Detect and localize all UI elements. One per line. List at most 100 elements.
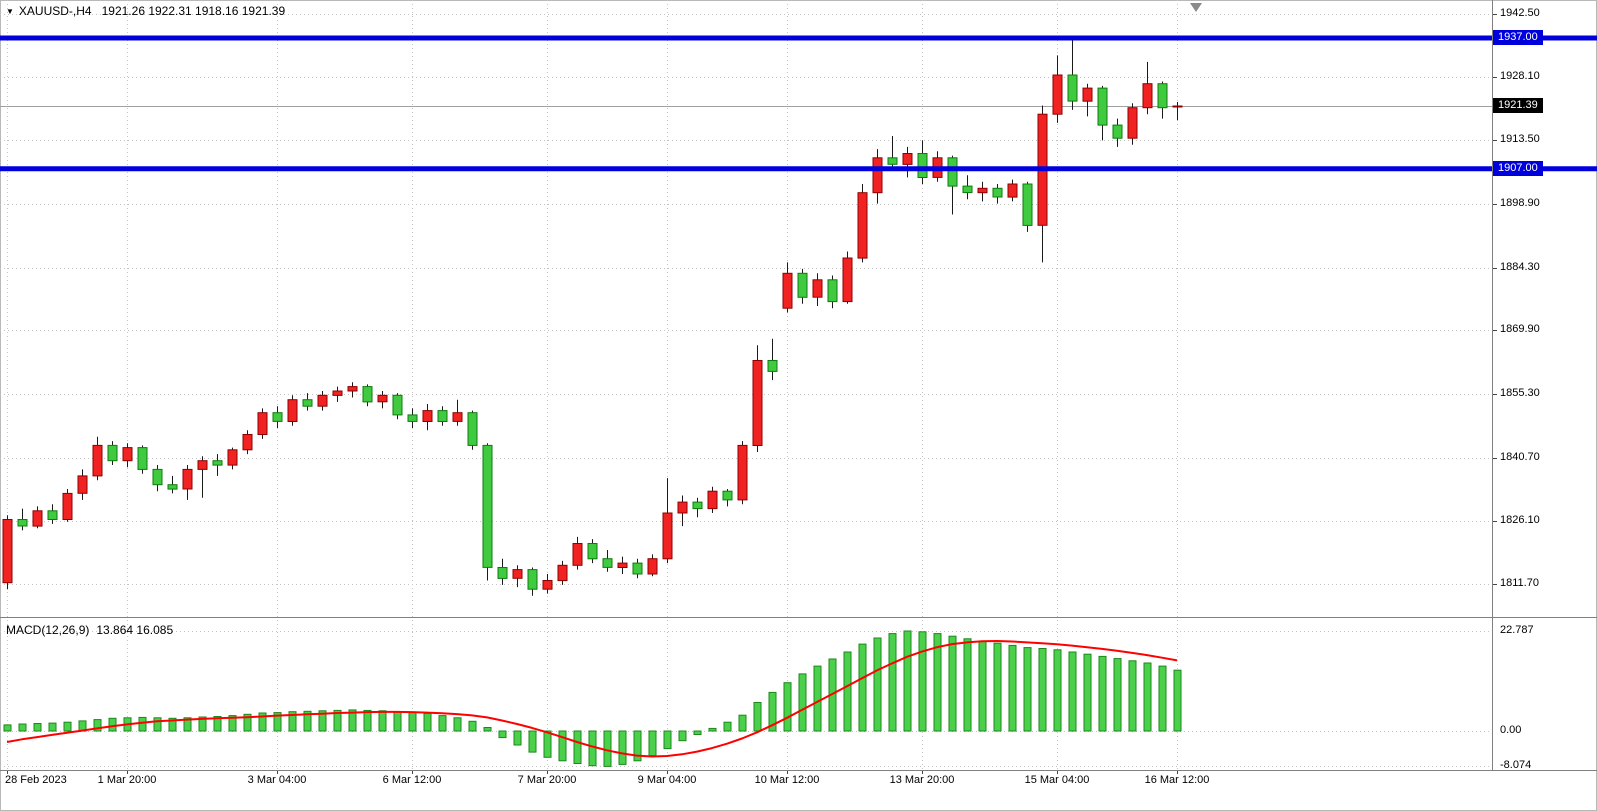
- candle-body-up: [77, 475, 88, 494]
- candle-body-down: [407, 414, 418, 422]
- candle: [512, 565, 523, 588]
- candle-body-up: [122, 447, 133, 462]
- candle-body-down: [497, 567, 508, 579]
- candle: [782, 262, 793, 313]
- candle-body-down: [962, 185, 973, 194]
- macd-histogram-bar: [363, 709, 372, 732]
- candle-body-up: [902, 153, 913, 165]
- candle: [347, 382, 358, 398]
- macd-histogram-bar: [258, 712, 267, 732]
- candle-body-down: [1022, 183, 1033, 226]
- candle-body-up: [1052, 74, 1063, 115]
- macd-histogram-bar: [993, 642, 1002, 732]
- macd-histogram-bar: [243, 713, 252, 732]
- candle: [227, 447, 238, 470]
- candle: [1112, 118, 1123, 147]
- candle: [287, 395, 298, 426]
- macd-histogram-bar: [1053, 649, 1062, 732]
- candle-body-down: [137, 447, 148, 470]
- macd-histogram-bar: [783, 682, 792, 732]
- macd-histogram-bar: [633, 730, 642, 762]
- candle-body-up: [92, 444, 103, 477]
- candle-body-up: [1142, 83, 1153, 109]
- macd-histogram-bar: [813, 665, 822, 732]
- candle: [857, 184, 868, 263]
- macd-histogram-bar: [168, 717, 177, 732]
- candle-body-down: [947, 157, 958, 187]
- candle-body-up: [377, 394, 388, 403]
- macd-histogram-bar: [1008, 644, 1017, 732]
- macd-histogram-bar: [753, 702, 762, 732]
- candle-body-down: [17, 519, 28, 527]
- macd-histogram-bar: [588, 730, 597, 767]
- candle-body-up: [197, 460, 208, 470]
- candle-body-down: [587, 543, 598, 560]
- candle-body-up: [662, 512, 673, 560]
- candle-body-up: [332, 390, 343, 396]
- macd-histogram-bar: [558, 730, 567, 762]
- candle: [332, 386, 343, 402]
- candle: [392, 393, 403, 420]
- candle-body-down: [107, 444, 118, 462]
- macd-signal-line: [6, 640, 1178, 758]
- candle: [1022, 181, 1033, 232]
- candle-body-up: [512, 569, 523, 579]
- candle-body-up: [182, 468, 193, 490]
- candle-body-down: [362, 386, 373, 403]
- macd-histogram-bar: [618, 730, 627, 765]
- macd-histogram-bar: [888, 633, 897, 732]
- macd-histogram-bar: [63, 721, 72, 732]
- candle: [437, 406, 448, 426]
- candle: [1157, 81, 1168, 119]
- candle-body-down: [167, 484, 178, 490]
- macd-histogram-bar: [513, 730, 522, 746]
- candle: [917, 140, 928, 184]
- candle-body-up: [287, 399, 298, 423]
- candle-body-up: [452, 412, 463, 422]
- candle-body-down: [482, 444, 493, 568]
- macd-histogram-bar: [33, 723, 42, 732]
- macd-histogram-bar: [978, 640, 987, 732]
- macd-histogram-bar: [1098, 655, 1107, 732]
- macd-histogram-bar: [693, 730, 702, 735]
- candle: [1082, 83, 1093, 117]
- candle: [587, 539, 598, 564]
- macd-histogram-bar: [393, 711, 402, 732]
- candle-body-down: [437, 410, 448, 423]
- candle: [257, 408, 268, 439]
- candle-body-up: [2, 519, 13, 584]
- candle-body-down: [302, 399, 313, 407]
- candle-body-up: [1082, 87, 1093, 102]
- candle: [107, 441, 118, 465]
- candle-body-up: [32, 510, 43, 527]
- candle: [617, 556, 628, 574]
- candle: [977, 181, 988, 202]
- macd-histogram-bar: [333, 709, 342, 732]
- candle-body-up: [227, 449, 238, 466]
- candle: [92, 436, 103, 481]
- candle-body-up: [617, 562, 628, 568]
- candle: [1142, 61, 1153, 115]
- candle-body-down: [1097, 87, 1108, 126]
- macd-histogram-bar: [1038, 648, 1047, 732]
- macd-histogram-bar: [678, 730, 687, 742]
- candle-body-down: [632, 562, 643, 575]
- candle-body-up: [242, 434, 253, 451]
- macd-histogram-bar: [498, 730, 507, 739]
- macd-histogram-bar: [288, 711, 297, 732]
- candle: [902, 146, 913, 178]
- macd-histogram-bar: [903, 630, 912, 732]
- macd-histogram-bar: [108, 717, 117, 732]
- candle: [272, 406, 283, 428]
- candle-body-up: [317, 394, 328, 407]
- candle: [947, 155, 958, 215]
- candle: [527, 567, 538, 596]
- macd-histogram-bar: [918, 631, 927, 732]
- candle: [827, 275, 838, 309]
- candle: [47, 504, 58, 524]
- macd-histogram-bar: [933, 633, 942, 732]
- macd-histogram-bar: [873, 637, 882, 732]
- candle-body-up: [812, 279, 823, 298]
- candle: [722, 489, 733, 507]
